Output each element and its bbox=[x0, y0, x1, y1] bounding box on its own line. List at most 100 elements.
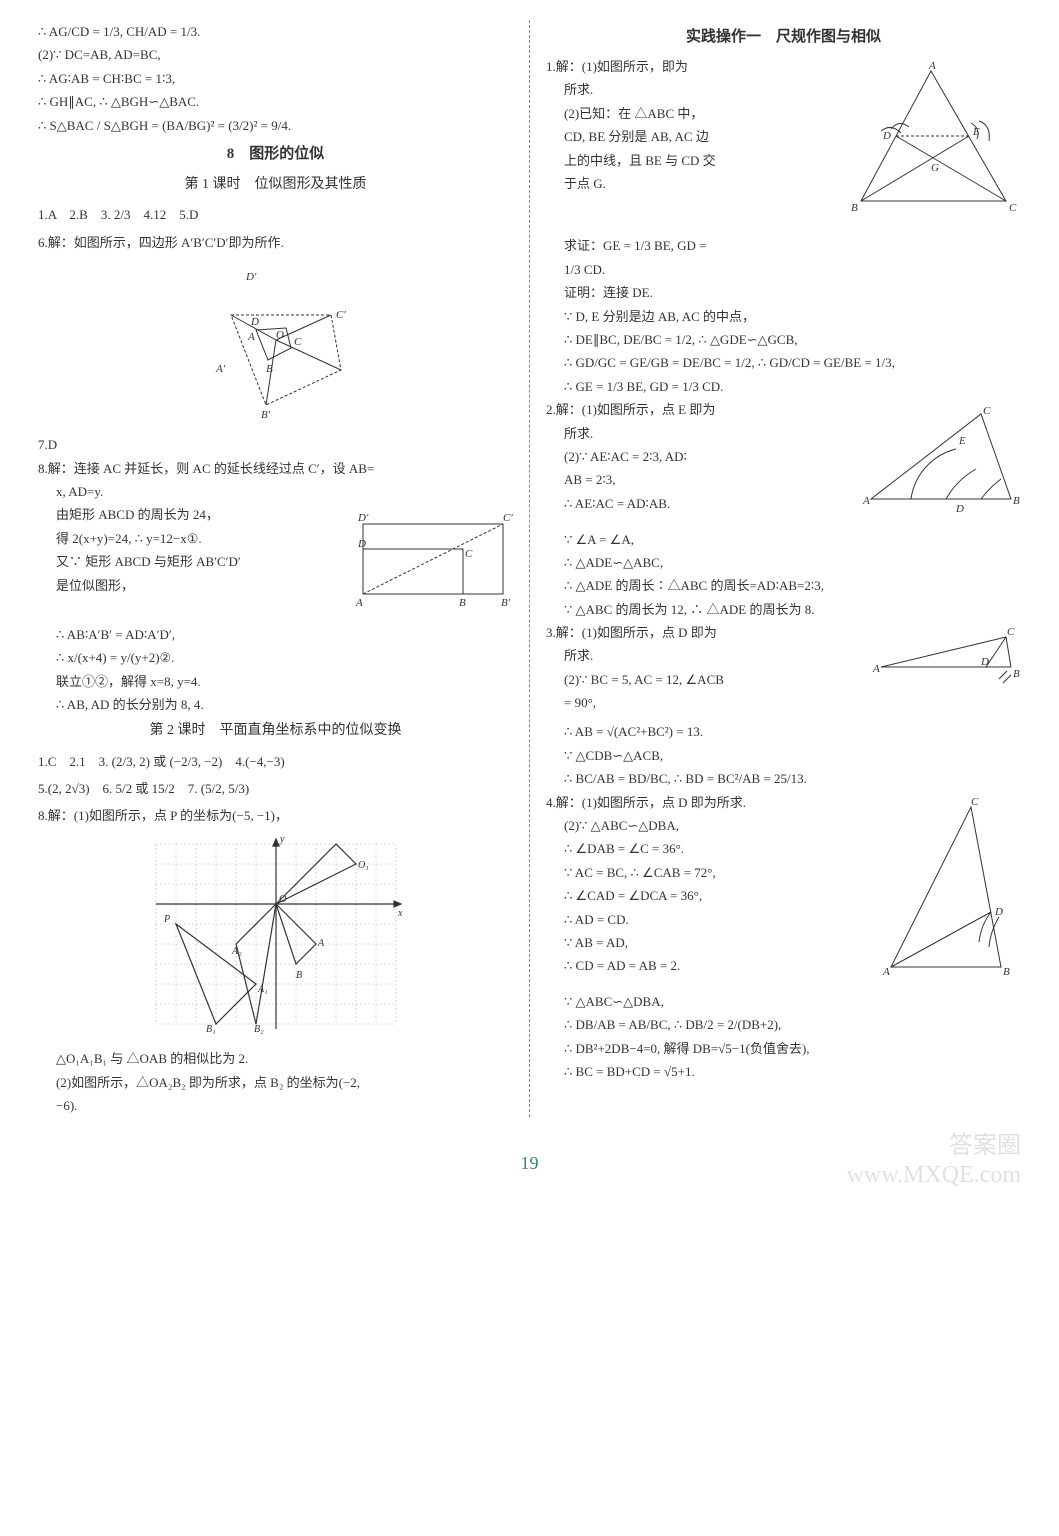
svg-text:C: C bbox=[294, 336, 302, 348]
svg-text:B: B bbox=[851, 202, 858, 214]
text: ∴ AB, AD 的长分别为 8, 4. bbox=[56, 693, 513, 716]
svg-text:A: A bbox=[928, 61, 936, 72]
figure-isoceles-triangle: A B C D bbox=[871, 797, 1021, 984]
svg-text:B: B bbox=[1003, 966, 1010, 977]
svg-text:C: C bbox=[983, 405, 991, 417]
svg-text:C: C bbox=[465, 548, 473, 560]
text: ∴ △ADE∽△ABC, bbox=[564, 551, 1021, 574]
svg-text:A: A bbox=[317, 938, 325, 949]
text: ∴ ∠CAD = ∠DCA = 36°, bbox=[564, 884, 871, 907]
text: ∴ BC/AB = BD/BC, ∴ BD = BC²/AB = 25/13. bbox=[564, 767, 1021, 790]
right-column: 实践操作一 尺规作图与相似 1.解：(1)如图所示，即为 所求. (2)已知：在… bbox=[536, 20, 1031, 1117]
text: 证明：连接 DE. bbox=[564, 281, 1021, 304]
svg-text:B: B bbox=[1013, 495, 1020, 507]
text: 所求. bbox=[564, 422, 861, 445]
subsection-title: 第 1 课时 位似图形及其性质 bbox=[38, 172, 513, 197]
text: CD, BE 分别是 AB, AC 边 bbox=[564, 125, 841, 148]
svg-text:C′: C′ bbox=[503, 512, 513, 524]
text: (2)已知：在 △ABC 中， bbox=[564, 102, 841, 125]
text: ∴ BC = BD+CD = √5+1. bbox=[564, 1060, 1021, 1083]
svg-text:A: A bbox=[355, 597, 363, 609]
svg-text:D: D bbox=[250, 316, 259, 328]
text: 所求. bbox=[564, 644, 871, 667]
svg-text:A: A bbox=[872, 663, 880, 675]
svg-text:D: D bbox=[994, 906, 1003, 918]
svg-text:O: O bbox=[279, 894, 286, 905]
text: ∴ AG∶AB = CH∶BC = 1∶3, bbox=[38, 67, 513, 90]
svg-text:y: y bbox=[279, 834, 285, 845]
svg-text:O: O bbox=[276, 329, 284, 341]
text: 2.解：(1)如图所示，点 E 即为 bbox=[546, 398, 861, 421]
svg-text:B₂: B₂ bbox=[254, 1024, 264, 1034]
text: ∴ GH∥AC, ∴ △BGH∽△BAC. bbox=[38, 90, 513, 113]
svg-text:P: P bbox=[163, 914, 170, 925]
text: ∴ DB²+2DB−4=0, 解得 DB=√5−1(负值舍去), bbox=[564, 1037, 1021, 1060]
text: ∴ AB∶A′B′ = AD∶A′D′, bbox=[56, 623, 513, 646]
text: (2)∵ △ABC∽△DBA, bbox=[564, 814, 871, 837]
watermark-line: 答案圈 bbox=[847, 1132, 1021, 1161]
text: 又∵ 矩形 ABCD 与矩形 AB′C′D′ bbox=[56, 550, 353, 573]
answer-row: 1.C 2.1 3. (2/3, 2) 或 (−2/3, −2) 4.(−4,−… bbox=[38, 750, 513, 773]
text: 7.D bbox=[38, 433, 513, 456]
figure-triangle-circle: A B C D E bbox=[861, 404, 1021, 521]
svg-text:C: C bbox=[1007, 627, 1015, 638]
text: 求证：GE = 1/3 BE, GD = bbox=[564, 234, 1021, 257]
svg-text:C: C bbox=[1009, 202, 1017, 214]
text: ∵ AB = AD, bbox=[564, 931, 871, 954]
page-number-value: 19 bbox=[521, 1153, 539, 1173]
svg-text:A: A bbox=[882, 966, 890, 977]
svg-text:D′: D′ bbox=[357, 512, 369, 524]
svg-text:A₁: A₁ bbox=[257, 984, 268, 995]
page: ∴ AG/CD = 1/3, CH/AD = 1/3. (2)∵ DC=AB, … bbox=[28, 20, 1031, 1117]
svg-text:O₁: O₁ bbox=[358, 860, 369, 871]
text: ∴ AE∶AC = AD∶AB. bbox=[564, 492, 861, 515]
text: ∵ AC = BC, ∴ ∠CAB = 72°, bbox=[564, 861, 871, 884]
svg-text:C′: C′ bbox=[336, 309, 346, 321]
text: ∴ GD/GC = GE/GB = DE/BC = 1/2, ∴ GD/CD =… bbox=[564, 351, 1021, 374]
text: ∴ AB = √(AC²+BC²) = 13. bbox=[564, 720, 1021, 743]
answer-row: 1.A 2.B 3. 2/3 4.12 5.D bbox=[38, 203, 513, 226]
text: ∵ D, E 分别是边 AB, AC 的中点， bbox=[564, 305, 1021, 328]
text: x, AD=y. bbox=[56, 480, 513, 503]
left-column: ∴ AG/CD = 1/3, CH/AD = 1/3. (2)∵ DC=AB, … bbox=[28, 20, 523, 1117]
text: ∴ S△BAC / S△BGH = (BA/BG)² = (3/2)² = 9/… bbox=[38, 114, 513, 137]
svg-text:A: A bbox=[247, 331, 255, 343]
subsection-title: 第 2 课时 平面直角坐标系中的位似变换 bbox=[38, 718, 513, 743]
answer-row: 5.(2, 2√3) 6. 5/2 或 15/2 7. (5/2, 5/3) bbox=[38, 777, 513, 800]
text: 3.解：(1)如图所示，点 D 即为 bbox=[546, 621, 871, 644]
text: (2)如图所示，△OA₂B₂ 即为所求，点 B₂ 的坐标为(−2, bbox=[56, 1071, 513, 1094]
svg-text:E: E bbox=[958, 435, 966, 447]
text: 1/3 CD. bbox=[564, 258, 1021, 281]
text: ∴ GE = 1/3 BE, GD = 1/3 CD. bbox=[564, 375, 1021, 398]
svg-text:D′: D′ bbox=[245, 271, 257, 283]
text: 4.解：(1)如图所示，点 D 即为所求. bbox=[546, 791, 871, 814]
text: ∵ △CDB∽△ACB, bbox=[564, 744, 1021, 767]
svg-text:B: B bbox=[1013, 668, 1020, 680]
text: 联立①②，解得 x=8, y=4. bbox=[56, 670, 513, 693]
text: 于点 G. bbox=[564, 172, 841, 195]
svg-text:D: D bbox=[955, 503, 964, 514]
text: ∵ △ABC∽△DBA, bbox=[564, 990, 1021, 1013]
section-title: 8 图形的位似 bbox=[38, 141, 513, 168]
text: ∴ AG/CD = 1/3, CH/AD = 1/3. bbox=[38, 20, 513, 43]
text: 上的中线，且 BE 与 CD 交 bbox=[564, 149, 841, 172]
text: 是位似图形， bbox=[56, 574, 353, 597]
svg-text:G: G bbox=[931, 162, 939, 174]
text: 8.解：连接 AC 并延长，则 AC 的延长线经过点 C′，设 AB= bbox=[38, 457, 513, 480]
text: ∴ ∠DAB = ∠C = 36°. bbox=[564, 837, 871, 860]
text: ∵ △ABC 的周长为 12, ∴ △ADE 的周长为 8. bbox=[564, 598, 1021, 621]
text: ∴ x/(x+4) = y/(y+2)②. bbox=[56, 646, 513, 669]
text: −6). bbox=[56, 1094, 513, 1117]
text: ∴ DB/AB = AB/BC, ∴ DB/2 = 2/(DB+2), bbox=[564, 1013, 1021, 1036]
text: △O₁A₁B₁ 与 △OAB 的相似比为 2. bbox=[56, 1047, 513, 1070]
text: AB = 2∶3, bbox=[564, 468, 861, 491]
svg-text:E: E bbox=[972, 126, 980, 138]
text: (2)∵ AE∶AC = 2∶3, AD∶ bbox=[564, 445, 861, 468]
text: (2)∵ BC = 5, AC = 12, ∠ACB bbox=[564, 668, 871, 691]
svg-text:B: B bbox=[459, 597, 466, 609]
svg-text:D: D bbox=[980, 656, 989, 668]
text: 由矩形 ABCD 的周长为 24， bbox=[56, 503, 353, 526]
text: ∴ CD = AD = AB = 2. bbox=[564, 954, 871, 977]
watermark-line: www.MXQE.com bbox=[847, 1161, 1021, 1190]
svg-text:B₁: B₁ bbox=[206, 1024, 216, 1034]
